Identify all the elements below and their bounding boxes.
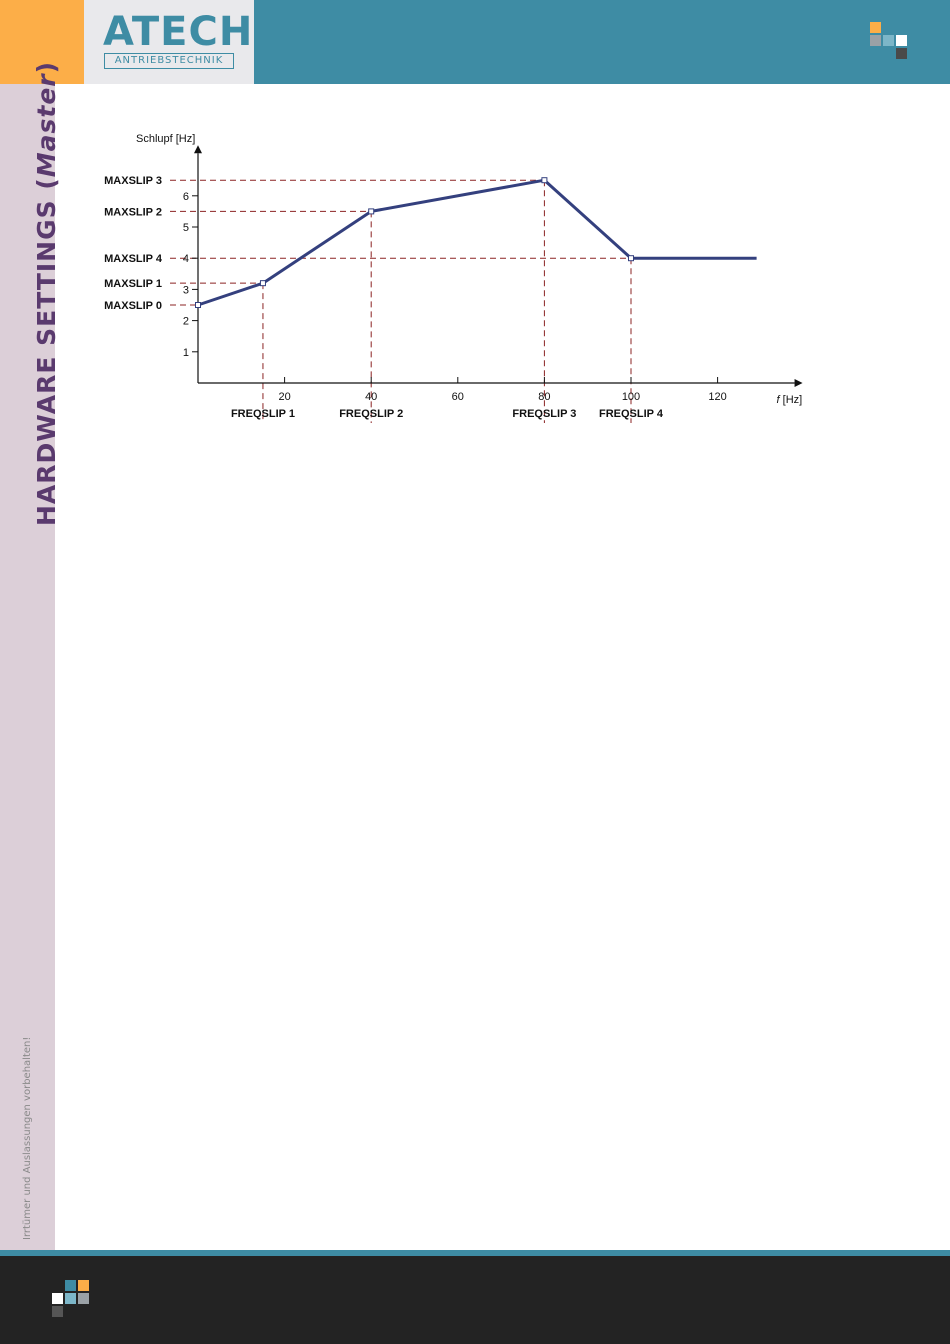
freqslip-label: FREQSLIP 3 [512, 408, 576, 420]
maxslip-label: MAXSLIP 3 [104, 175, 162, 187]
sidebar [0, 84, 55, 1250]
x-tick-label: 20 [278, 391, 290, 403]
disclaimer-note: Irrtümer und Auslassungen vorbehalten! [22, 1036, 33, 1240]
x-tick-label: 100 [622, 391, 640, 403]
breakpoint-marker [259, 280, 266, 287]
breakpoint-marker [195, 302, 201, 308]
x-axis-arrow [794, 379, 803, 387]
header-accent-block [0, 0, 84, 84]
freqslip-label: FREQSLIP 4 [599, 408, 664, 420]
footer-stripe [0, 1250, 950, 1256]
slip-curve-line [197, 178, 757, 307]
maxslip-label: MAXSLIP 2 [104, 206, 162, 218]
logo-wordmark: ATECH [103, 9, 254, 55]
x-tick-label: 40 [365, 391, 377, 403]
footer-squares-icon [52, 1280, 92, 1320]
breakpoint-marker [368, 208, 375, 215]
maxslip-label: MAXSLIP 0 [104, 300, 162, 312]
y-tick-label: 2 [183, 316, 189, 328]
logo-subtitle: ANTRIEBSTECHNIK [104, 53, 234, 69]
y-tick-label: 6 [183, 191, 189, 203]
x-tick-label: 80 [538, 391, 550, 403]
logo: ATECH ANTRIEBSTECHNIK [84, 0, 254, 84]
maxslip-label: MAXSLIP 4 [104, 253, 163, 265]
y-tick-label: 4 [183, 253, 189, 265]
page-footer [0, 1256, 950, 1344]
maxslip-label: MAXSLIP 1 [104, 278, 162, 290]
y-tick-label: 5 [183, 222, 189, 234]
y-tick-label: 1 [183, 347, 189, 359]
slip-frequency-chart: MAXSLIP 3 MAXSLIP 2 MAXSLIP 4 MAXSLIP 1 MAXS… [104, 133, 803, 423]
breakpoint-marker [628, 255, 634, 262]
x-axis-label: f [Hz] [777, 394, 803, 406]
section-title: HARDWARE SETTINGS (Master) [32, 60, 61, 526]
freqslip-label: FREQSLIP 1 [231, 408, 295, 420]
decorative-squares-icon [870, 22, 910, 62]
x-tick-label: 60 [452, 391, 464, 403]
freqslip-label: FREQSLIP 2 [339, 408, 403, 420]
y-axis-label: Schlupf [Hz] [136, 133, 195, 145]
y-axis-arrow [194, 145, 202, 154]
breakpoint-marker [541, 177, 548, 184]
page-header: ATECH ANTRIEBSTECHNIK [0, 0, 950, 84]
x-tick-label: 120 [708, 391, 726, 403]
y-tick-label: 3 [183, 284, 189, 296]
